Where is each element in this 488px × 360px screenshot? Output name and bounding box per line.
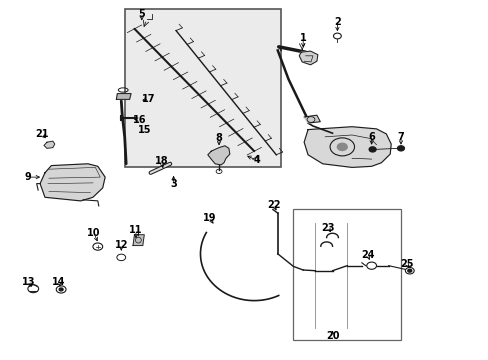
Bar (293, 209, 400, 340)
Text: 13: 13 (21, 276, 35, 287)
Polygon shape (116, 94, 131, 99)
Text: 21: 21 (35, 129, 48, 139)
Text: 1: 1 (299, 33, 306, 43)
Circle shape (407, 269, 411, 272)
Polygon shape (207, 146, 229, 165)
Polygon shape (304, 127, 390, 167)
Polygon shape (133, 235, 144, 246)
Text: 8: 8 (215, 132, 222, 143)
Text: 19: 19 (202, 213, 216, 223)
Text: 9: 9 (25, 172, 32, 182)
Text: 14: 14 (52, 276, 65, 287)
Polygon shape (299, 51, 317, 65)
Text: 12: 12 (114, 240, 128, 250)
Bar (124, 9, 281, 167)
Text: 22: 22 (266, 200, 280, 210)
Circle shape (397, 146, 404, 151)
Text: 5: 5 (138, 9, 145, 19)
Text: 2: 2 (333, 17, 340, 27)
Text: 11: 11 (129, 225, 142, 235)
Polygon shape (44, 141, 55, 148)
Text: 6: 6 (367, 132, 374, 142)
Text: 24: 24 (360, 250, 374, 260)
Text: 25: 25 (399, 258, 413, 269)
Text: 3: 3 (170, 179, 177, 189)
Text: 15: 15 (137, 125, 151, 135)
Polygon shape (304, 115, 320, 123)
Text: 4: 4 (253, 155, 260, 165)
Text: 17: 17 (142, 94, 156, 104)
Text: 18: 18 (154, 156, 168, 166)
Text: 7: 7 (397, 132, 404, 142)
Circle shape (368, 147, 375, 152)
Circle shape (337, 143, 346, 150)
Polygon shape (40, 164, 105, 201)
Circle shape (59, 288, 63, 291)
Text: 23: 23 (320, 222, 334, 233)
Text: 20: 20 (325, 330, 339, 341)
Text: 16: 16 (132, 114, 146, 125)
Text: 10: 10 (87, 228, 101, 238)
